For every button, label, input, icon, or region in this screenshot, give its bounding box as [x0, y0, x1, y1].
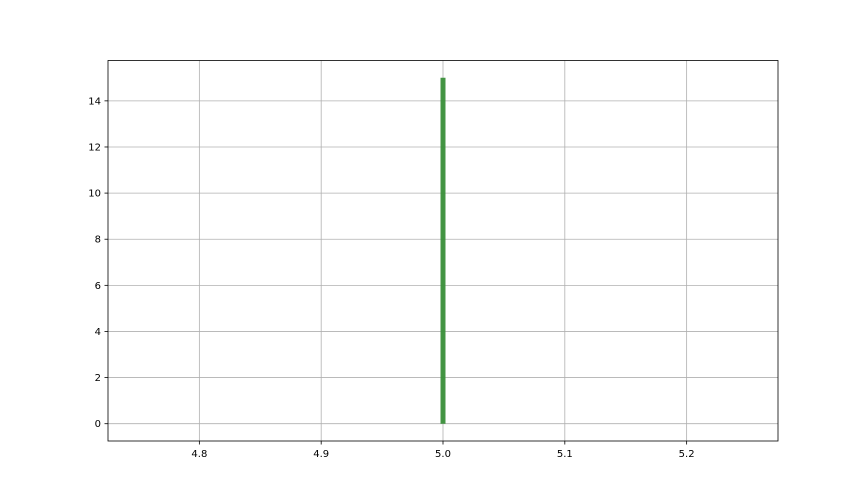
x-tick-label: 4.9: [313, 449, 329, 460]
y-tick-label: 8: [95, 235, 101, 246]
x-tick-label: 5.2: [679, 449, 695, 460]
y-tick-label: 6: [95, 281, 101, 292]
x-axis-ticks: 4.8 4.9 5.0 5.1 5.2: [191, 441, 695, 460]
y-tick-label: 2: [95, 373, 101, 384]
x-tick-label: 5.0: [435, 449, 451, 460]
x-tick-label: 5.1: [557, 449, 573, 460]
y-tick-label: 10: [88, 189, 101, 200]
y-tick-label: 14: [88, 96, 101, 107]
y-tick-label: 0: [95, 419, 101, 430]
y-tick-label: 12: [88, 142, 101, 153]
y-tick-label: 4: [95, 327, 101, 338]
y-axis-ticks: 0 2 4 6 8 10 12 14: [88, 96, 108, 430]
x-tick-label: 4.8: [191, 449, 207, 460]
